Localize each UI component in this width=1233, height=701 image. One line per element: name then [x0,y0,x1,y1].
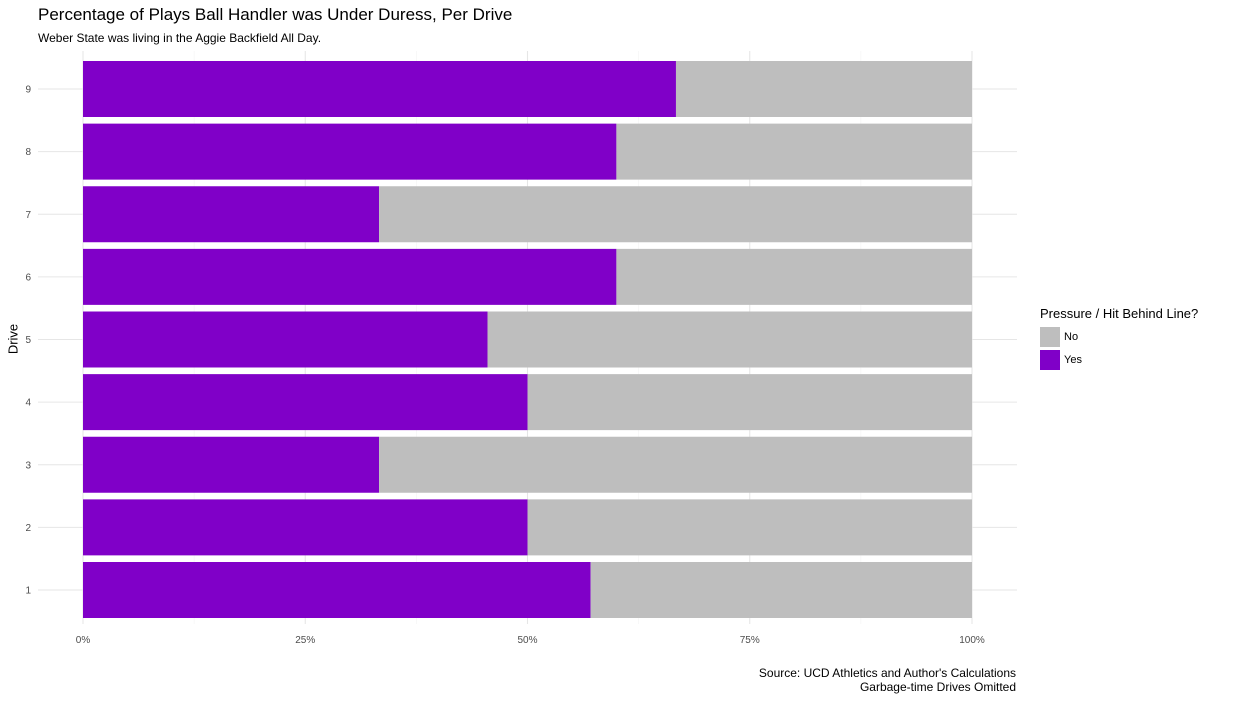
x-tick-label: 100% [959,635,985,646]
bar-yes-drive-5 [83,311,488,368]
caption-line-2: Garbage-time Drives Omitted [859,680,1016,694]
bar-no-drive-9 [675,61,972,117]
y-tick-label: 9 [25,85,31,96]
bar-no-drive-3 [379,436,972,493]
legend-item-yes: Yes [1040,348,1198,371]
y-tick-label: 2 [25,523,31,534]
bar-no-drive-1 [590,562,972,618]
bar-yes-drive-3 [83,436,380,493]
bar-no-drive-2 [527,499,972,556]
bar-yes-drive-2 [83,499,528,556]
chart-caption: Source: UCD Athletics and Author's Calcu… [759,666,1016,694]
y-tick-label: 6 [25,272,31,283]
x-tick-label: 75% [740,635,760,646]
y-tick-label: 8 [25,147,31,158]
bar-no-drive-4 [527,374,972,431]
bar-yes-drive-4 [83,374,528,431]
legend-label-yes: Yes [1064,353,1082,366]
legend-label-no: No [1064,330,1079,343]
y-tick-label: 3 [25,460,31,471]
bar-yes-drive-6 [83,248,617,305]
x-tick-label: 50% [517,635,537,646]
y-tick-label: 1 [25,586,31,597]
legend-swatch-yes [1040,349,1060,370]
bar-no-drive-7 [379,186,972,243]
bar-yes-drive-1 [83,562,591,618]
bar-no-drive-5 [487,311,972,368]
y-tick-label: 7 [25,210,31,221]
x-tick-label: 0% [76,635,91,646]
y-tick-label: 4 [25,398,31,409]
bar-yes-drive-9 [83,61,676,117]
x-tick-label: 25% [295,635,315,646]
bar-no-drive-8 [616,123,972,180]
y-tick-label: 5 [25,335,31,346]
legend-title: Pressure / Hit Behind Line? [1040,306,1199,321]
bar-yes-drive-8 [83,123,617,180]
chart-title: Percentage of Plays Ball Handler was Und… [38,5,513,24]
bar-no-drive-6 [616,248,972,305]
chart-subtitle: Weber State was living in the Aggie Back… [38,31,322,45]
legend-swatch-no [1040,326,1060,347]
legend: Pressure / Hit Behind Line? No Yes [1040,306,1198,371]
caption-line-1: Source: UCD Athletics and Author's Calcu… [758,666,1016,680]
legend-item-no: No [1040,325,1198,348]
bar-yes-drive-7 [83,186,380,243]
